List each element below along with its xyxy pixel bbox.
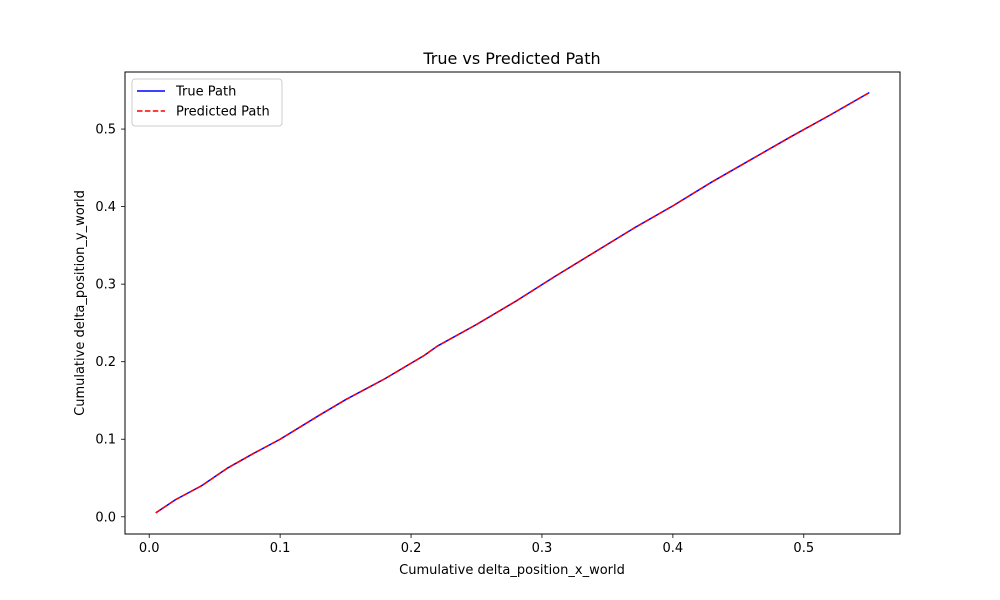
legend-box xyxy=(131,78,283,127)
x-tick-label: 0.0 xyxy=(139,541,160,556)
plot-area xyxy=(124,71,901,535)
x-axis-ticks: 0.0 0.1 0.2 0.3 0.4 0.5 xyxy=(139,534,814,556)
y-tick-label: 0.2 xyxy=(95,355,116,370)
legend-true-path-label: True Path xyxy=(175,85,236,100)
legend-predicted-path-label: Predicted Path xyxy=(176,105,270,120)
x-tick-label: 0.1 xyxy=(270,541,291,556)
y-tick-label: 0.4 xyxy=(95,200,116,215)
x-tick-label: 0.5 xyxy=(793,541,814,556)
x-tick-label: 0.2 xyxy=(401,541,422,556)
legend: True Path Predicted Path xyxy=(131,78,283,127)
series-line-predicted-path xyxy=(155,91,870,514)
x-axis-label: Cumulative delta_position_x_world xyxy=(399,563,625,578)
y-tick-label: 0.0 xyxy=(95,510,116,525)
x-tick-label: 0.4 xyxy=(663,541,684,556)
y-tick-label: 0.3 xyxy=(95,278,116,293)
y-axis-label: Cumulative delta_position_y_world xyxy=(73,190,88,416)
series-layer xyxy=(155,91,870,514)
y-tick-label: 0.1 xyxy=(95,433,116,448)
y-axis-ticks: 0.0 0.1 0.2 0.3 0.4 0.5 xyxy=(95,123,125,525)
axes-frame xyxy=(124,71,901,535)
chart-title: True vs Predicted Path xyxy=(422,49,600,68)
x-tick-label: 0.3 xyxy=(532,541,553,556)
y-tick-label: 0.5 xyxy=(95,123,116,138)
